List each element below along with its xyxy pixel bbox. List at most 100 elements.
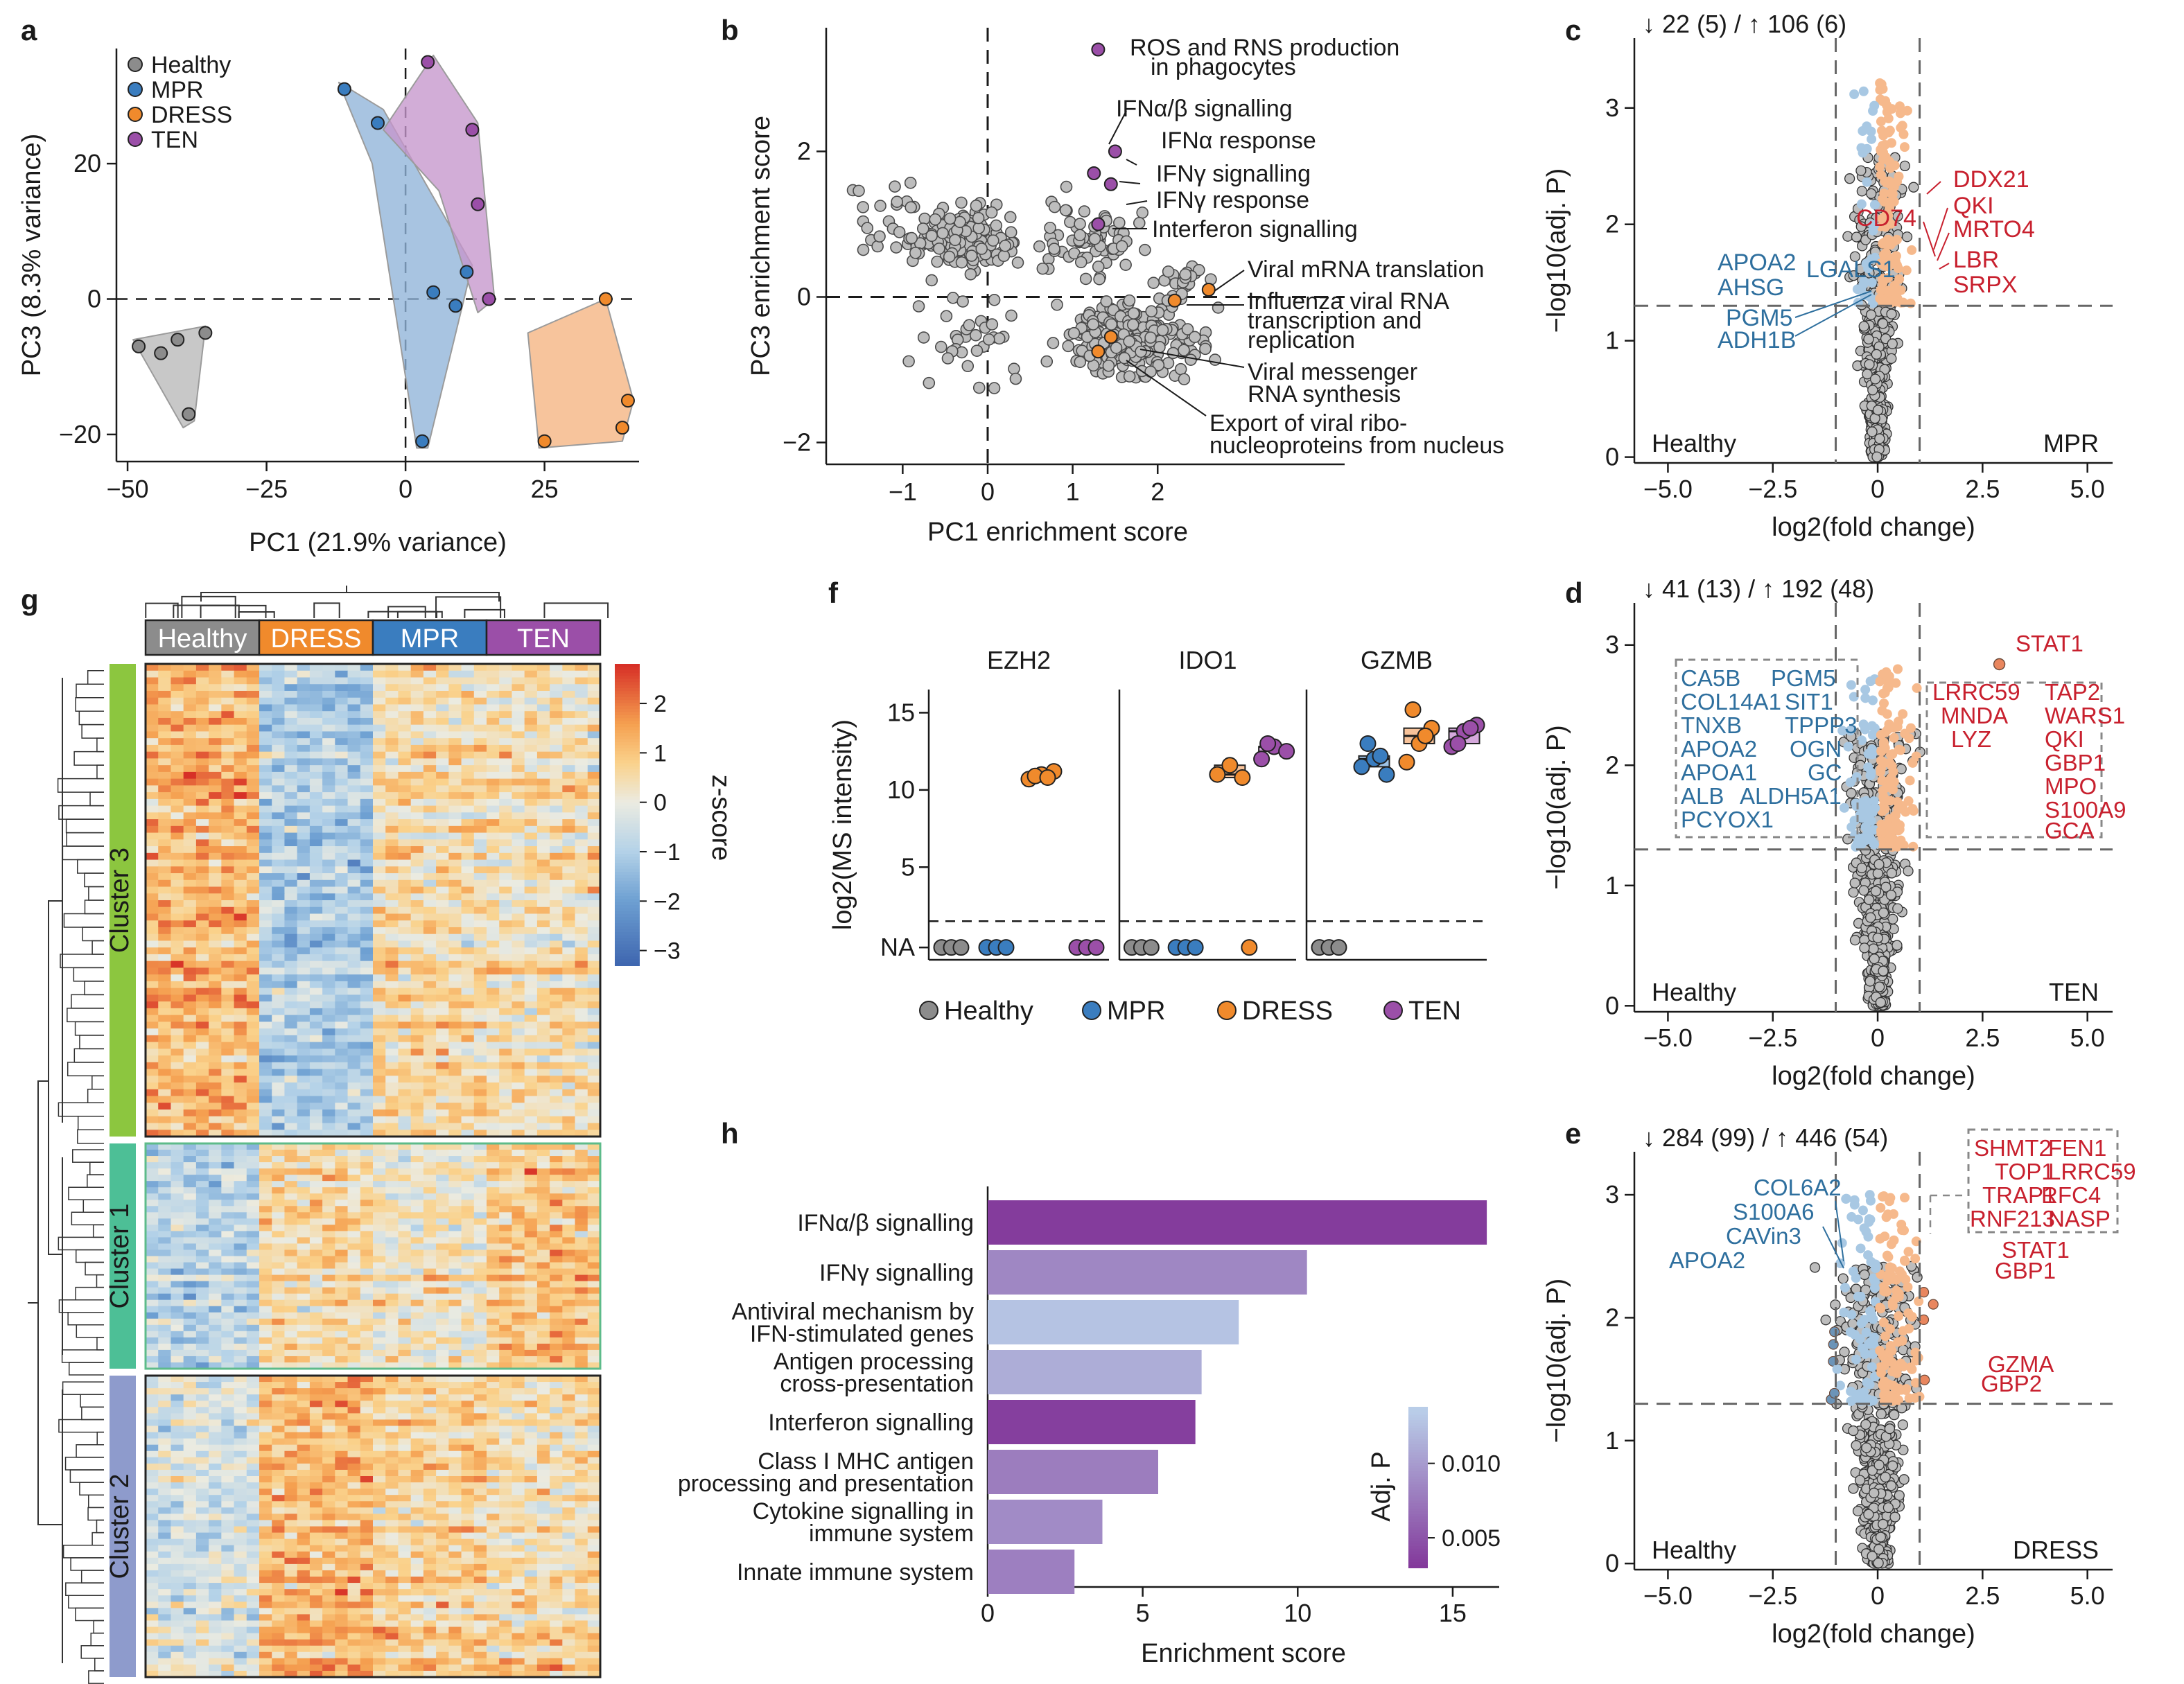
heatmap-cell	[335, 751, 349, 759]
heatmap-cell	[322, 873, 335, 881]
heatmap-cell	[410, 994, 424, 1002]
heatmap-cell	[524, 920, 538, 928]
heatmap-cell	[246, 954, 260, 962]
heatmap-cell	[550, 785, 563, 793]
up-regulated-point	[1881, 1212, 1892, 1222]
y-tick-label: 0	[1605, 991, 1619, 1019]
heatmap-cell	[297, 961, 311, 969]
heatmap-cell	[562, 1042, 576, 1049]
heatmap-cell	[259, 846, 272, 854]
pathway-point	[905, 201, 917, 213]
heatmap-cell	[146, 778, 159, 786]
heatmap-cell	[209, 913, 222, 921]
heatmap-cell	[284, 927, 298, 935]
sample-point	[1359, 735, 1377, 752]
heatmap-cell	[246, 751, 260, 759]
gene-label-down: OGN	[1790, 736, 1842, 762]
gene-label-up: DDX21	[1953, 166, 2029, 193]
heatmap-cell	[234, 670, 247, 678]
gene-label-up: QKI	[2045, 726, 2084, 752]
heatmap-cell	[171, 832, 184, 840]
point-healthy	[198, 326, 213, 340]
heatmap-cell	[259, 988, 272, 995]
pathway-point	[1135, 345, 1147, 358]
column-dendrogram	[543, 602, 609, 618]
heatmap-cell	[347, 785, 361, 793]
heatmap-cell	[221, 839, 235, 847]
heatmap-cell	[550, 947, 563, 955]
heatmap-cell	[575, 711, 588, 719]
heatmap-cell	[171, 961, 184, 969]
heatmap-cell	[146, 1055, 159, 1063]
heatmap-cell	[246, 1055, 260, 1063]
protein-point	[1863, 894, 1875, 905]
heatmap-cell	[347, 927, 361, 935]
up-regulated-point	[1880, 794, 1890, 805]
heatmap-cell	[272, 751, 286, 759]
heatmap-cell	[512, 798, 525, 807]
heatmap-cell	[309, 967, 323, 975]
heatmap-cell	[524, 852, 538, 861]
heatmap-cell	[195, 961, 209, 969]
heatmap-cell	[347, 906, 361, 915]
protein-point	[1866, 188, 1877, 200]
heatmap-cell	[385, 697, 399, 705]
point-ten	[421, 55, 435, 69]
heatmap-cell	[487, 852, 500, 861]
heatmap-cell	[322, 994, 335, 1002]
heatmap-cell	[575, 1021, 588, 1029]
heatmap-cell	[146, 758, 159, 766]
gene-label-up: LYZ	[1951, 726, 1991, 752]
heatmap-cell	[171, 670, 184, 678]
heatmap-cell	[347, 1049, 361, 1056]
heatmap-cell	[234, 1055, 247, 1063]
sample-point	[1253, 751, 1270, 768]
sample-point	[1372, 747, 1389, 764]
heatmap-cell	[335, 981, 349, 989]
heatmap-cell	[487, 927, 500, 935]
heatmap-cell	[272, 825, 286, 834]
heatmap-cell	[410, 859, 424, 867]
heatmap-cell	[562, 731, 576, 739]
heatmap-cell	[158, 704, 172, 712]
heatmap-cell	[360, 765, 374, 773]
heatmap-cell	[423, 852, 437, 861]
heatmap-cell	[146, 906, 159, 915]
x-axis-label: PC1 (21.9% variance)	[249, 528, 507, 557]
heatmap-cell	[158, 893, 172, 901]
heatmap-cell	[360, 913, 374, 921]
heatmap-cell	[410, 1035, 424, 1043]
heatmap-cell	[347, 677, 361, 685]
heatmap-cell	[410, 846, 424, 854]
heatmap-cell	[575, 1028, 588, 1036]
heatmap-cell	[562, 859, 576, 867]
heatmap-cell	[587, 940, 601, 948]
heatmap-cell	[575, 1015, 588, 1022]
gene-label-up: MRTO4	[1953, 216, 2035, 243]
heatmap-cell	[347, 920, 361, 928]
heatmap-cell	[448, 677, 462, 685]
heatmap-cell	[272, 947, 286, 955]
heatmap-cell	[524, 900, 538, 908]
heatmap-cell	[448, 886, 462, 894]
heatmap-cell	[512, 920, 525, 928]
heatmap-cell	[499, 805, 513, 813]
heatmap-cell	[209, 1001, 222, 1009]
heatmap-cell	[221, 825, 235, 834]
heatmap-cell	[487, 1015, 500, 1022]
heatmap-cell	[183, 961, 197, 969]
up-regulated-point	[1880, 222, 1891, 232]
heatmap-cell	[171, 913, 184, 921]
heatmap-cell	[195, 900, 209, 908]
column-dendrogram	[367, 611, 438, 618]
heatmap-cell	[335, 988, 349, 995]
heatmap-cell	[171, 825, 184, 834]
heatmap-cell	[146, 846, 159, 854]
heatmap-cell	[461, 825, 475, 834]
heatmap-cell	[272, 920, 286, 928]
heatmap-cell	[448, 765, 462, 773]
heatmap-cell	[487, 900, 500, 908]
up-regulated-point	[1879, 1376, 1889, 1387]
heatmap-cell	[309, 873, 323, 881]
heatmap-cell	[562, 819, 576, 827]
